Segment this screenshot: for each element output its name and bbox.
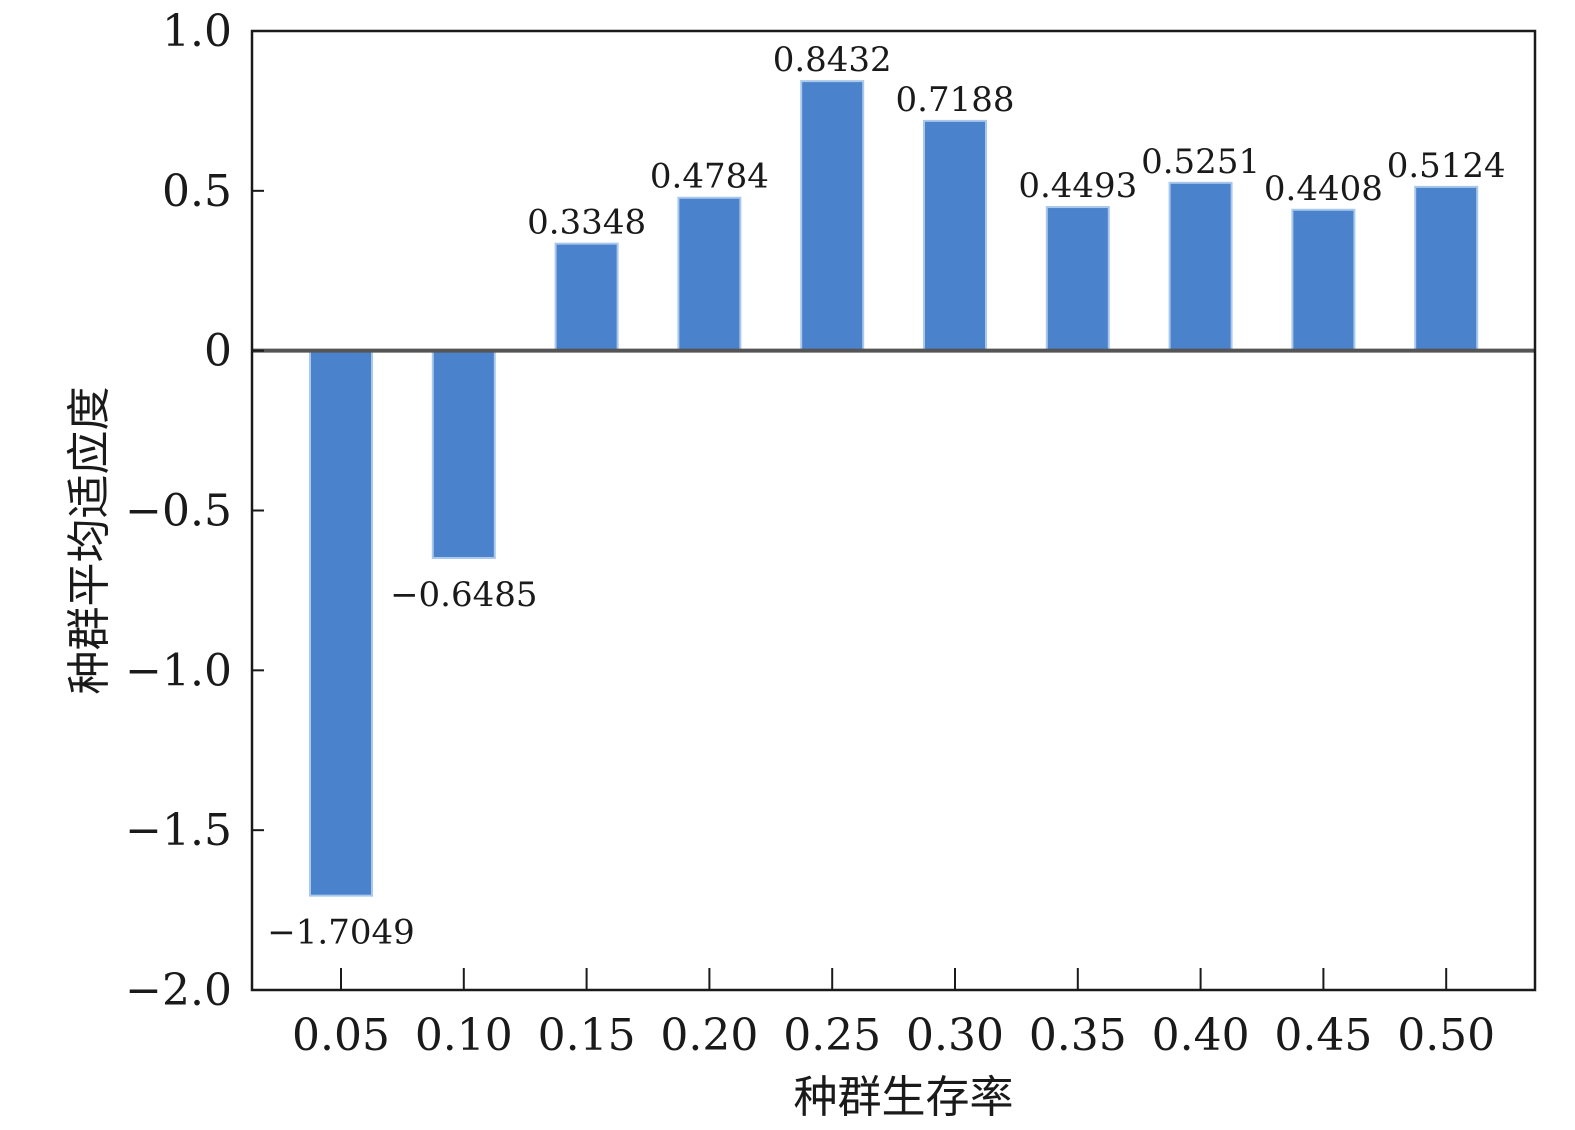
data-label-0.35: 0.4493 bbox=[1018, 166, 1137, 206]
x-tick-label: 0.50 bbox=[1397, 1010, 1495, 1061]
x-tick-label: 0.15 bbox=[538, 1010, 636, 1061]
x-axis-ticks: 0.05 0.10 0.15 0.20 0.25 0.30 0.35 0.40 0.45 0.50 bbox=[292, 968, 1495, 1061]
data-label-0.15: 0.3348 bbox=[527, 203, 646, 243]
bar-0.10 bbox=[431, 349, 496, 559]
y-tick-label: −0.5 bbox=[125, 486, 232, 537]
x-tick-label: 0.10 bbox=[415, 1010, 513, 1061]
data-label-0.05: −1.7049 bbox=[267, 913, 414, 953]
bar-0.20 bbox=[677, 196, 742, 352]
bar-0.30 bbox=[923, 119, 987, 352]
data-label-0.10: −0.6485 bbox=[390, 575, 537, 615]
x-tick-label: 0.35 bbox=[1029, 1010, 1127, 1061]
data-label-0.50: 0.5124 bbox=[1387, 146, 1506, 186]
y-tick-label: 1.0 bbox=[162, 6, 232, 57]
bars-group bbox=[309, 80, 1479, 897]
data-label-0.25: 0.8432 bbox=[773, 40, 892, 80]
y-tick-label: 0.5 bbox=[162, 166, 232, 217]
data-label-0.20: 0.4784 bbox=[650, 157, 769, 197]
x-tick-label: 0.20 bbox=[660, 1010, 758, 1061]
y-axis-ticks: 1.0 0.5 0 −0.5 −1.0 −1.5 −2.0 bbox=[125, 6, 264, 1016]
y-tick-label: −2.0 bbox=[125, 965, 232, 1016]
bar-0.25 bbox=[800, 80, 865, 352]
bar-0.50 bbox=[1414, 185, 1479, 352]
bar-0.05 bbox=[309, 349, 373, 897]
x-tick-label: 0.45 bbox=[1274, 1010, 1372, 1061]
bar-0.15 bbox=[554, 242, 619, 352]
x-axis-title: 种群生存率 bbox=[794, 1072, 1014, 1123]
x-tick-label: 0.40 bbox=[1152, 1010, 1250, 1061]
x-tick-label: 0.30 bbox=[906, 1010, 1004, 1061]
y-axis-title: 种群平均适应度 bbox=[64, 387, 115, 695]
data-label-0.40: 0.5251 bbox=[1141, 142, 1260, 182]
y-tick-label: −1.0 bbox=[125, 645, 232, 696]
data-label-0.30: 0.7188 bbox=[896, 80, 1015, 120]
x-tick-label: 0.05 bbox=[292, 1010, 390, 1061]
bar-0.40 bbox=[1168, 181, 1233, 352]
y-tick-label: −1.5 bbox=[125, 805, 232, 856]
x-tick-label: 0.25 bbox=[783, 1010, 881, 1061]
y-tick-label: 0 bbox=[204, 326, 232, 377]
bar-0.45 bbox=[1291, 208, 1356, 352]
bar-0.35 bbox=[1045, 206, 1110, 352]
data-label-0.45: 0.4408 bbox=[1264, 169, 1383, 209]
